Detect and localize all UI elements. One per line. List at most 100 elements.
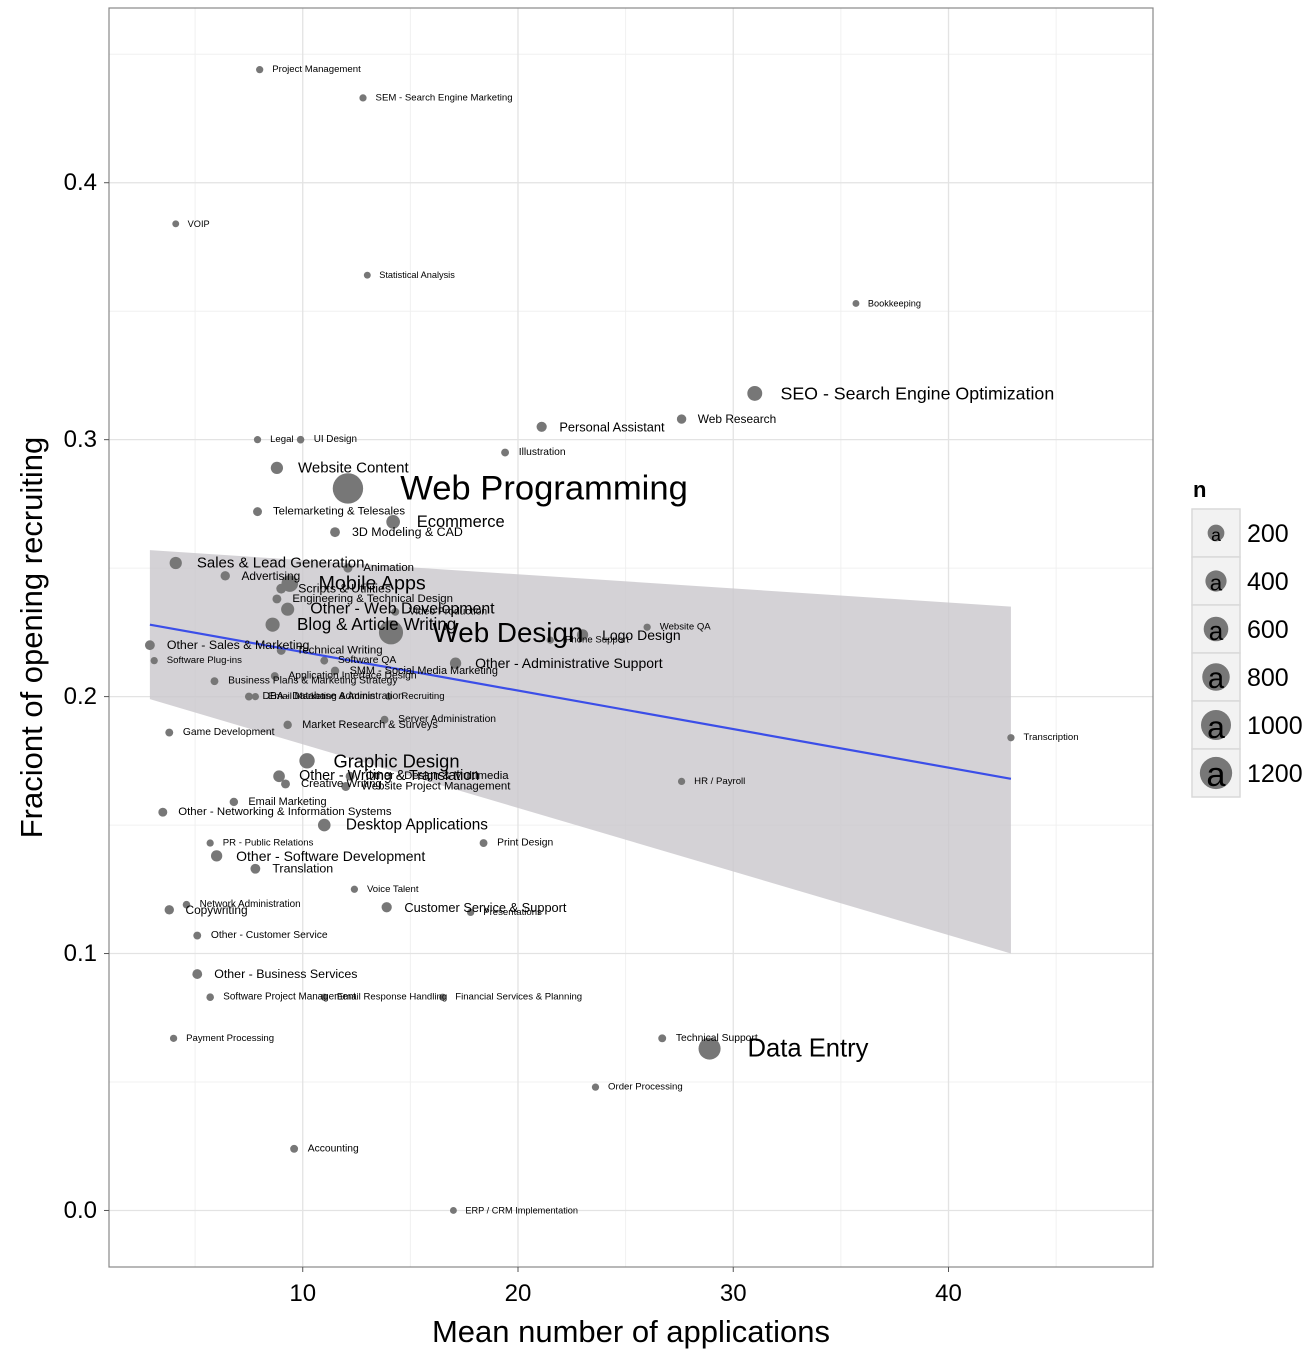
point-label: Network Administration	[200, 899, 301, 910]
legend-label: 800	[1247, 664, 1289, 692]
point-label: HR / Payroll	[694, 776, 745, 787]
point-label: Technical Support	[676, 1033, 758, 1044]
x-tick-label: 20	[505, 1280, 532, 1307]
data-point	[164, 905, 174, 915]
point-label: Other - Networking & Information Systems	[178, 806, 392, 818]
point-label: Voice Talent	[367, 884, 419, 895]
x-tick-label: 30	[720, 1280, 747, 1307]
point-label: SEO - Search Engine Optimization	[780, 383, 1054, 403]
data-point	[169, 1034, 178, 1042]
data-point	[165, 728, 174, 737]
point-label: Engineering & Technical Design	[292, 593, 453, 605]
data-point	[747, 385, 763, 401]
data-point	[1007, 734, 1015, 742]
data-point	[256, 66, 264, 74]
point-label: Personal Assistant	[559, 419, 665, 434]
legend-label: 1000	[1247, 712, 1303, 740]
point-label: Accounting	[308, 1143, 359, 1154]
data-point	[270, 461, 284, 475]
point-label: Advertising	[241, 569, 300, 583]
data-point	[229, 797, 239, 807]
point-label: Desktop Applications	[346, 817, 488, 834]
data-point	[591, 1083, 600, 1091]
point-label: Website Content	[298, 459, 409, 476]
point-label: Other - Customer Service	[211, 930, 328, 941]
legend-point	[1199, 756, 1233, 790]
data-point	[449, 657, 462, 669]
x-tick-label: 10	[289, 1280, 316, 1307]
legend-label: 200	[1247, 520, 1289, 548]
data-point	[299, 753, 315, 769]
legend-point	[1203, 616, 1229, 642]
point-label: Recruiting	[401, 691, 444, 702]
data-point	[501, 448, 510, 457]
point-label: SMM - Social Media Marketing	[350, 665, 498, 677]
data-point	[270, 672, 279, 680]
data-point	[210, 850, 223, 862]
point-label: Animation	[363, 562, 414, 574]
point-label: Creative Writing	[301, 778, 382, 790]
data-point	[676, 414, 687, 424]
data-point	[330, 666, 340, 676]
data-point	[467, 908, 475, 917]
data-point	[251, 692, 260, 701]
data-point	[172, 220, 180, 228]
point-label: Other - Web Development	[310, 601, 495, 618]
point-label: Statistical Analysis	[379, 270, 455, 280]
point-label: Other - Administrative Support	[475, 655, 663, 671]
legend-glyph: a	[1208, 663, 1225, 695]
point-label: Other - Sales & Marketing	[167, 638, 310, 652]
data-point	[385, 692, 393, 701]
y-tick-label: 0.2	[64, 683, 97, 710]
legend-point	[1200, 709, 1232, 741]
point-label: Data Entry	[748, 1035, 869, 1063]
x-axis-label: Mean number of applications	[432, 1314, 830, 1349]
point-label: DBA - Database Administration	[263, 691, 405, 702]
point-label: Print Design	[497, 838, 553, 849]
data-point	[341, 782, 351, 791]
y-tick-label: 0.3	[64, 426, 97, 453]
data-point	[439, 993, 447, 1001]
legend-label: 400	[1247, 568, 1289, 596]
point-label: Market Research & Surveys	[302, 719, 438, 731]
trend-line	[149, 623, 1012, 780]
data-point	[158, 807, 168, 817]
point-label: Server Administration	[398, 714, 496, 725]
data-point	[330, 527, 340, 538]
point-label: Presentations	[483, 907, 542, 918]
data-point	[281, 602, 295, 616]
data-point	[363, 271, 371, 279]
point-label: Technical Writing	[297, 644, 383, 656]
y-axis-label: Fraciont of opening recruiting	[14, 437, 49, 839]
data-point	[169, 556, 182, 570]
point-label: SEM - Search Engine Marketing	[376, 92, 513, 103]
legend-glyph: a	[1207, 709, 1225, 745]
point-label: Email Response Handling	[337, 992, 447, 1003]
point-label: Translation	[272, 862, 333, 876]
y-axis-ticks: 0.0 0.1 0.2 0.3 0.4	[64, 169, 109, 1224]
legend-glyph: a	[1210, 571, 1223, 596]
point-label: Customer Service & Support	[404, 900, 567, 915]
point-label: Illustration	[519, 447, 566, 458]
plot-panel-border	[108, 7, 1154, 1268]
data-point	[283, 720, 292, 730]
data-point	[449, 1207, 457, 1214]
data-point	[272, 594, 282, 604]
legend-label: 1200	[1247, 760, 1303, 788]
legend-label: 600	[1247, 616, 1289, 644]
point-label: Other - Software Development	[236, 848, 425, 864]
point-label: Transcription	[1023, 732, 1078, 743]
point-label: Other - Writing & Translation	[299, 768, 479, 784]
data-point	[698, 1037, 721, 1060]
point-label: Copywriting	[185, 903, 247, 917]
data-point	[345, 771, 355, 781]
legend-glyph: a	[1211, 525, 1221, 545]
y-tick-label: 0.0	[64, 1197, 97, 1224]
data-point	[273, 770, 285, 783]
data-point	[643, 623, 651, 631]
point-label: Email Marketing	[248, 796, 326, 808]
point-label: Bookkeeping	[868, 298, 921, 308]
point-label: Website QA	[660, 622, 712, 633]
data-point	[359, 94, 367, 102]
data-point	[192, 969, 203, 979]
